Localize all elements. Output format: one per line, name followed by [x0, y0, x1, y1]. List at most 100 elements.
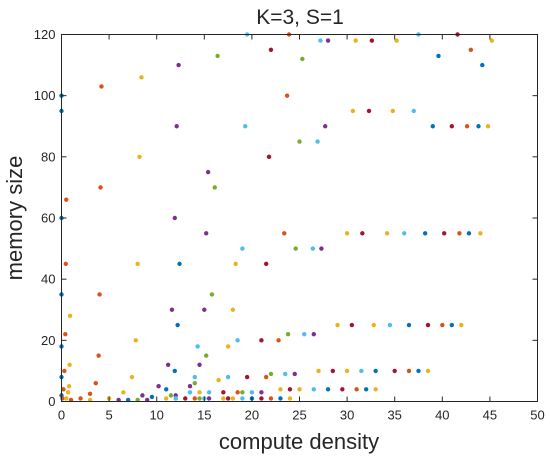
- data-point: [169, 307, 175, 312]
- data-point: [360, 231, 365, 236]
- data-point: [135, 261, 140, 267]
- data-point: [240, 396, 245, 401]
- x-tick-label: 30: [340, 408, 354, 423]
- data-point: [350, 108, 356, 114]
- data-point: [411, 108, 416, 114]
- data-point: [202, 307, 207, 312]
- data-point: [466, 231, 472, 236]
- data-point: [354, 387, 359, 392]
- data-point: [335, 322, 340, 328]
- data-point: [268, 47, 274, 52]
- data-point: [164, 387, 169, 392]
- data-point: [325, 387, 331, 392]
- data-point: [206, 390, 212, 395]
- data-point: [137, 154, 142, 160]
- data-point: [406, 322, 412, 328]
- data-point: [133, 338, 138, 343]
- data-point: [315, 139, 320, 144]
- y-tick-label: 80: [41, 149, 55, 164]
- data-point: [216, 377, 221, 383]
- data-point: [65, 390, 71, 395]
- data-point: [64, 396, 69, 401]
- data-point: [176, 62, 181, 68]
- data-point: [195, 344, 200, 349]
- data-point: [371, 322, 376, 328]
- x-tick-label: 45: [483, 408, 497, 423]
- data-point: [263, 374, 269, 380]
- data-point: [140, 393, 145, 398]
- data-point: [96, 353, 101, 358]
- data-point: [384, 231, 390, 236]
- data-point: [164, 396, 169, 401]
- data-point: [318, 38, 323, 43]
- data-point: [204, 353, 209, 358]
- data-point: [78, 396, 83, 401]
- data-point: [300, 56, 305, 62]
- data-point: [478, 231, 483, 236]
- data-point: [425, 322, 431, 328]
- data-point: [373, 368, 378, 374]
- data-point: [212, 185, 217, 190]
- data-point: [349, 322, 355, 328]
- data-point: [278, 396, 283, 401]
- data-point: [129, 374, 135, 380]
- data-point: [197, 390, 202, 395]
- x-tick-label: 20: [245, 408, 259, 423]
- data-point: [425, 368, 431, 374]
- data-point: [204, 231, 209, 236]
- y-tick-label: 120: [34, 27, 56, 42]
- data-point: [387, 322, 393, 328]
- data-point: [268, 371, 274, 377]
- data-point: [173, 396, 178, 401]
- data-point: [230, 307, 236, 312]
- data-point: [244, 374, 250, 380]
- data-point: [173, 393, 178, 398]
- data-point: [243, 124, 248, 129]
- data-point: [99, 84, 104, 89]
- data-point: [175, 322, 180, 328]
- data-point: [442, 231, 447, 236]
- data-point: [206, 396, 212, 401]
- data-point: [139, 75, 144, 80]
- data-point: [63, 332, 68, 337]
- x-tick-label: 25: [292, 408, 306, 423]
- data-point: [278, 387, 283, 392]
- data-point: [363, 387, 369, 392]
- data-point: [287, 387, 293, 392]
- data-point: [156, 384, 161, 389]
- data-point: [282, 231, 287, 236]
- data-point: [292, 371, 297, 377]
- data-point: [249, 390, 255, 395]
- data-point: [366, 108, 372, 114]
- data-point: [93, 380, 98, 386]
- x-tick-label: 40: [435, 408, 449, 423]
- data-point: [235, 390, 240, 395]
- data-point: [316, 368, 321, 374]
- x-tick-label: 15: [197, 408, 211, 423]
- data-point: [283, 371, 288, 377]
- data-point: [311, 387, 316, 392]
- data-point: [344, 368, 350, 374]
- data-point: [259, 338, 264, 343]
- data-point: [259, 390, 264, 395]
- data-point: [172, 368, 177, 374]
- data-point: [285, 332, 291, 337]
- data-point: [464, 124, 470, 129]
- data-point: [192, 396, 197, 401]
- data-point: [287, 396, 293, 401]
- data-point: [353, 38, 358, 43]
- data-point: [67, 362, 72, 367]
- axes: 0 5 10 15 20 25 30 35 40 45 50 0 20 40 60 80 100 120: [34, 27, 545, 423]
- data-point: [422, 231, 428, 236]
- data-point: [402, 231, 407, 236]
- data-point: [172, 215, 177, 221]
- chart-title: K=3, S=1: [256, 6, 344, 29]
- y-tick-label: 20: [41, 333, 55, 348]
- data-point: [63, 261, 68, 267]
- data-point: [225, 374, 231, 380]
- data-point: [87, 391, 93, 397]
- data-point: [302, 332, 307, 337]
- data-point: [430, 124, 435, 129]
- data-point: [394, 38, 399, 43]
- data-point: [177, 261, 182, 267]
